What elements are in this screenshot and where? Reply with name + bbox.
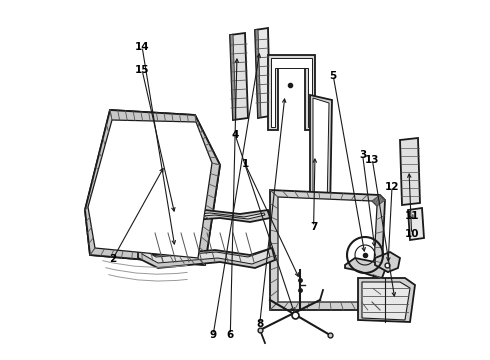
Polygon shape bbox=[85, 110, 220, 265]
Polygon shape bbox=[313, 98, 329, 212]
Text: 4: 4 bbox=[231, 130, 239, 140]
Polygon shape bbox=[230, 34, 236, 120]
Polygon shape bbox=[230, 33, 248, 120]
Polygon shape bbox=[255, 28, 270, 118]
Polygon shape bbox=[270, 190, 385, 310]
Polygon shape bbox=[88, 120, 212, 258]
Polygon shape bbox=[400, 138, 420, 205]
Text: 12: 12 bbox=[385, 182, 399, 192]
Text: 2: 2 bbox=[109, 254, 116, 264]
Polygon shape bbox=[375, 252, 400, 272]
Text: 5: 5 bbox=[330, 71, 337, 81]
Text: 10: 10 bbox=[404, 229, 419, 239]
Text: 13: 13 bbox=[365, 155, 380, 165]
Polygon shape bbox=[382, 258, 395, 272]
Text: 1: 1 bbox=[242, 159, 248, 169]
Polygon shape bbox=[88, 120, 212, 258]
Polygon shape bbox=[408, 208, 424, 240]
Polygon shape bbox=[145, 202, 270, 228]
Polygon shape bbox=[142, 232, 270, 264]
Polygon shape bbox=[358, 278, 415, 322]
Polygon shape bbox=[85, 110, 220, 265]
Polygon shape bbox=[268, 55, 315, 130]
Polygon shape bbox=[310, 95, 332, 215]
Polygon shape bbox=[271, 58, 312, 127]
Polygon shape bbox=[138, 228, 275, 268]
Text: 11: 11 bbox=[404, 211, 419, 221]
Text: 15: 15 bbox=[135, 65, 149, 75]
Text: 6: 6 bbox=[227, 330, 234, 340]
Text: 9: 9 bbox=[210, 330, 217, 340]
Polygon shape bbox=[345, 258, 385, 278]
Text: 7: 7 bbox=[310, 222, 318, 232]
Polygon shape bbox=[255, 29, 261, 118]
Text: 8: 8 bbox=[256, 319, 263, 329]
Polygon shape bbox=[278, 197, 377, 302]
Polygon shape bbox=[362, 282, 410, 320]
Text: 3: 3 bbox=[359, 150, 366, 160]
Text: 14: 14 bbox=[135, 42, 149, 52]
Polygon shape bbox=[148, 207, 265, 224]
